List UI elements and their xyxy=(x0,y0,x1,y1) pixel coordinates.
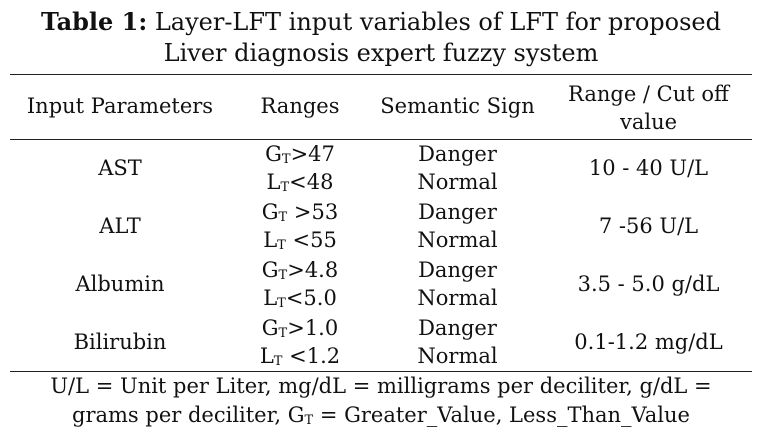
greater-symbol: G xyxy=(261,200,279,224)
less-symbol: L xyxy=(263,286,278,310)
table-footnote: U/L = Unit per Liter, mg/dL = milligrams… xyxy=(0,372,762,430)
danger-label: Danger xyxy=(418,200,497,224)
top-rule xyxy=(10,74,752,75)
greater-subscript: T xyxy=(278,268,288,283)
row-albumin-less: LT<5.0 xyxy=(230,284,370,312)
greater-subscript: T xyxy=(278,210,288,225)
greater-value: >47 xyxy=(290,142,335,166)
less-symbol: L xyxy=(263,228,278,252)
row-ast-ranges: GT>47 LT<48 xyxy=(230,140,370,196)
greater-symbol: G xyxy=(265,142,282,166)
row-ast-less: LT<48 xyxy=(230,168,370,196)
normal-label: Normal xyxy=(417,344,498,368)
greater-subscript: T xyxy=(281,152,291,167)
row-bilirubin-semantic: Danger Normal xyxy=(370,314,545,370)
row-albumin-parameter: Albumin xyxy=(75,272,165,296)
row-bilirubin-ranges: GT>1.0 LT <1.2 xyxy=(230,314,370,370)
header-semantic-sign: Semantic Sign xyxy=(380,94,535,118)
row-bilirubin-parameter: Bilirubin xyxy=(73,330,167,354)
caption-title-part-2: Liver diagnosis expert fuzzy system xyxy=(163,39,599,67)
less-subscript: T xyxy=(277,296,286,311)
less-subscript: T xyxy=(273,354,283,369)
danger-label: Danger xyxy=(418,316,497,340)
less-value: <1.2 xyxy=(282,344,341,368)
less-symbol: L xyxy=(259,344,274,368)
row-bilirubin-less: LT <1.2 xyxy=(230,342,370,370)
row-alt-parameter: ALT xyxy=(99,214,141,238)
normal-label: Normal xyxy=(417,286,498,310)
greater-value: >53 xyxy=(287,200,339,224)
greater-value: >1.0 xyxy=(287,316,339,340)
less-symbol: L xyxy=(266,170,281,194)
footnote-line-2-start: grams per deciliter, G xyxy=(72,403,305,427)
footnote-line-2: grams per deciliter, GT = Greater_Value,… xyxy=(0,401,762,430)
greater-value: >4.8 xyxy=(287,258,339,282)
less-value: <48 xyxy=(289,170,334,194)
row-ast-greater: GT>47 xyxy=(230,140,370,168)
row-alt-ranges: GT >53 LT <55 xyxy=(230,198,370,254)
header-cutoff: Range / Cut off value xyxy=(545,80,752,136)
header-cutoff-line-2: value xyxy=(619,110,678,134)
row-albumin-cutoff: 3.5 - 5.0 g/dL xyxy=(577,272,720,296)
caption-title-part-1: Layer-LFT input variables of LFT for pro… xyxy=(154,8,721,36)
header-cutoff-line-1: Range / Cut off xyxy=(568,82,729,106)
row-albumin-greater: GT>4.8 xyxy=(230,256,370,284)
less-subscript: T xyxy=(277,238,286,253)
row-bilirubin-greater: GT>1.0 xyxy=(230,314,370,342)
danger-label: Danger xyxy=(418,258,497,282)
normal-label: Normal xyxy=(417,228,498,252)
greater-subscript: T xyxy=(278,326,288,341)
bottom-rule xyxy=(10,371,752,372)
header-ranges: Ranges xyxy=(260,94,340,118)
less-value: <5.0 xyxy=(285,286,337,310)
table-caption: Table 1: Layer-LFT input variables of LF… xyxy=(0,6,762,69)
less-value: <55 xyxy=(285,228,337,252)
header-input-parameters: Input Parameters xyxy=(26,94,214,118)
caption-label: Table 1: xyxy=(41,7,148,36)
row-ast-semantic: Danger Normal xyxy=(370,140,545,196)
row-alt-less: LT <55 xyxy=(230,226,370,254)
normal-label: Normal xyxy=(417,170,498,194)
footnote-line-1: U/L = Unit per Liter, mg/dL = milligrams… xyxy=(50,374,712,398)
footnote-subscript: T xyxy=(304,413,314,428)
greater-symbol: G xyxy=(261,258,279,282)
row-albumin-semantic: Danger Normal xyxy=(370,256,545,312)
row-ast-parameter: AST xyxy=(98,156,142,180)
less-subscript: T xyxy=(280,180,290,195)
row-bilirubin-cutoff: 0.1-1.2 mg/dL xyxy=(574,330,723,354)
caption-line-1: Table 1: Layer-LFT input variables of LF… xyxy=(0,6,762,38)
footnote-line-2-end: = Greater_Value, Less_Than_Value xyxy=(313,403,690,427)
row-alt-cutoff: 7 -56 U/L xyxy=(598,214,699,238)
row-ast-cutoff: 10 - 40 U/L xyxy=(588,156,709,180)
greater-symbol: G xyxy=(261,316,279,340)
header-rule xyxy=(10,139,752,140)
danger-label: Danger xyxy=(418,142,497,166)
row-alt-greater: GT >53 xyxy=(230,198,370,226)
row-albumin-ranges: GT>4.8 LT<5.0 xyxy=(230,256,370,312)
row-alt-semantic: Danger Normal xyxy=(370,198,545,254)
